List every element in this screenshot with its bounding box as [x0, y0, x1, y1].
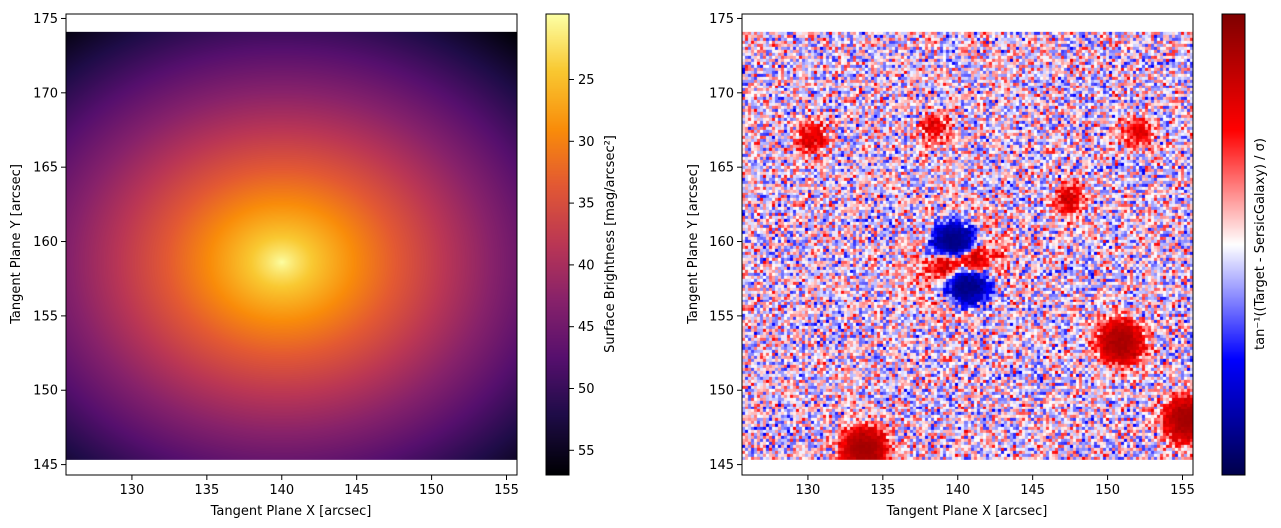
residual-colorbar-label: tan⁻¹((Target - SersicGalaxy) / σ): [1253, 138, 1268, 350]
residual-image: [742, 31, 1193, 460]
colorbar-tick-label: 55: [578, 444, 595, 459]
model-colorbar-ticks: 25 30 35 40 45 50 55: [569, 73, 595, 459]
model-colorbar-gradient: [546, 14, 569, 475]
residual-xlabel: Tangent Plane X [arcsec]: [886, 504, 1048, 519]
y-tick-label: 150: [709, 384, 734, 399]
residual-ticks: 130 135 140 145 150 155 145 150 155 160 165 170 175: [709, 12, 1195, 498]
residual-colorbar-frame: [1221, 13, 1246, 476]
x-tick-label: 135: [194, 483, 219, 498]
colorbar-tick-label: 50: [578, 382, 595, 397]
x-tick-label: 130: [120, 483, 145, 498]
y-tick-label: 160: [709, 235, 734, 250]
x-tick-label: 145: [344, 483, 369, 498]
residual-axes-frame: [741, 13, 1194, 476]
y-tick-label: 170: [33, 86, 58, 101]
y-tick-label: 165: [33, 161, 58, 176]
y-tick-label: 175: [709, 12, 734, 27]
y-tick-label: 155: [33, 309, 58, 324]
x-tick-label: 155: [494, 483, 519, 498]
colorbar-tick-label: 25: [578, 73, 595, 88]
model-axes-frame: [65, 13, 518, 476]
colorbar-tick-label: 35: [578, 197, 595, 212]
residual-colorbar-gradient: [1222, 14, 1245, 475]
model-ticks: 130 135 140 145 150 155 145 150 155 160 165 170 175: [33, 12, 519, 498]
y-tick-label: 170: [709, 86, 734, 101]
y-tick-label: 165: [709, 161, 734, 176]
x-tick-label: 140: [269, 483, 294, 498]
x-tick-label: 155: [1170, 483, 1195, 498]
y-tick-label: 145: [709, 458, 734, 473]
y-tick-label: 145: [33, 458, 58, 473]
x-tick-label: 145: [1020, 483, 1045, 498]
sersic-model-panel: 130 135 140 145 150 155145150155160165170175 …: [9, 12, 618, 519]
model-xlabel: Tangent Plane X [arcsec]: [210, 504, 372, 519]
model-colorbar-label: Surface Brightness [mag/arcsec²]: [603, 135, 618, 353]
y-tick-label: 160: [33, 235, 58, 250]
x-tick-label: 130: [796, 483, 821, 498]
residual-ylabel: Tangent Plane Y [arcsec]: [686, 164, 701, 325]
model-ylabel: Tangent Plane Y [arcsec]: [9, 164, 24, 325]
y-tick-label: 150: [33, 384, 58, 399]
x-tick-label: 135: [870, 483, 895, 498]
y-tick-label: 175: [33, 12, 58, 27]
model-image: [66, 31, 517, 460]
colorbar-tick-label: 45: [578, 320, 595, 335]
model-colorbar-frame: [545, 13, 570, 476]
residual-panel: 130 135 140 145 150 155145150155160165170175 …: [686, 12, 1268, 519]
x-tick-label: 150: [1095, 483, 1120, 498]
colorbar-tick-label: 40: [578, 258, 595, 273]
y-tick-label: 155: [709, 309, 734, 324]
x-tick-label: 150: [419, 483, 444, 498]
colorbar-tick-label: 30: [578, 135, 595, 150]
x-tick-label: 140: [945, 483, 970, 498]
